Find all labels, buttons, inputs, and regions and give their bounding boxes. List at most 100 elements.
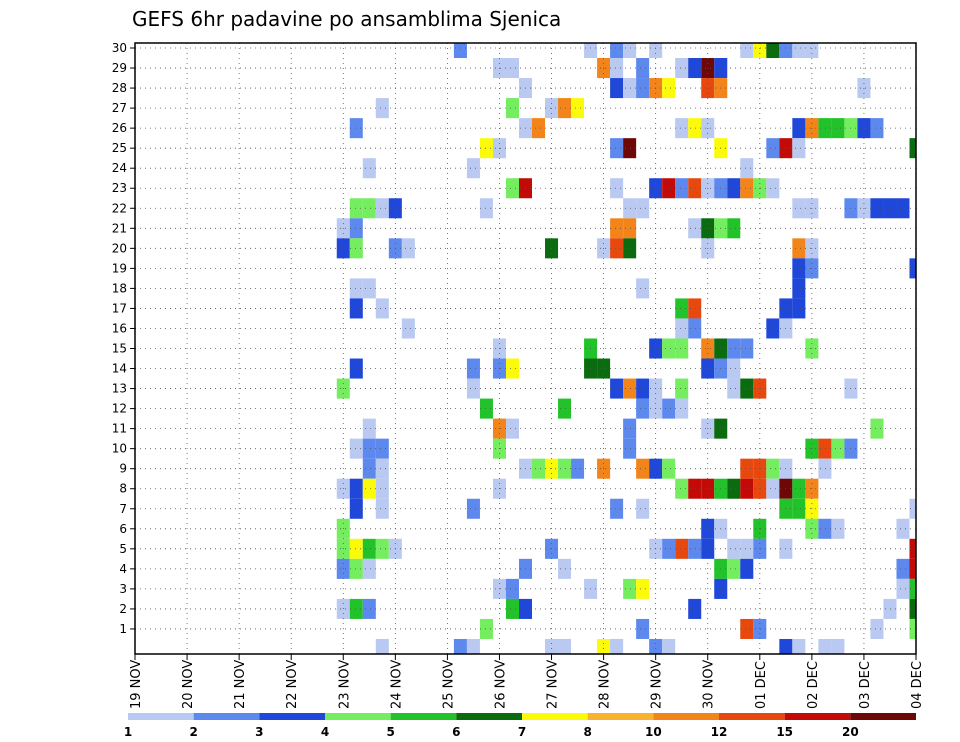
x-tick-label: 25 NOV (441, 660, 456, 709)
heatmap-cell (740, 558, 754, 579)
x-tick-label: 22 NOV (285, 660, 300, 709)
x-tick-label: 02 DEC (806, 661, 821, 709)
heatmap-cell (675, 398, 689, 419)
heatmap-cell (466, 638, 480, 654)
heatmap-cell (532, 458, 546, 479)
heatmap-cell (909, 558, 916, 579)
heatmap-cell (727, 558, 741, 579)
heatmap-cell (349, 118, 363, 139)
x-tick-label: 23 NOV (337, 660, 352, 709)
heatmap-cell (362, 418, 376, 439)
heatmap-cell (675, 298, 689, 319)
heatmap-cell (896, 578, 910, 599)
heatmap-cell (792, 258, 806, 279)
heatmap-cell (610, 43, 624, 59)
heatmap-cell (349, 598, 363, 619)
x-tick-label: 30 NOV (702, 660, 717, 709)
heatmap-cell (688, 118, 702, 139)
heatmap-cell (818, 438, 832, 459)
heatmap-cell (362, 158, 376, 179)
heatmap-cell (362, 478, 376, 499)
legend-label: 12 (711, 725, 728, 739)
heatmap-cell (636, 78, 650, 99)
heatmap-cell (896, 558, 910, 579)
heatmap-cell (479, 398, 493, 419)
legend-swatch (522, 713, 588, 720)
x-tick-label: 20 NOV (181, 660, 196, 709)
heatmap-cell (675, 478, 689, 499)
heatmap-cell (870, 618, 884, 639)
heatmap-cell (636, 618, 650, 639)
legend-swatch (390, 713, 457, 720)
y-tick-label: 3 (119, 582, 127, 596)
y-tick-label: 29 (112, 61, 127, 75)
heatmap-cell (662, 538, 676, 559)
heatmap-cell (375, 638, 389, 654)
heatmap-cell (558, 558, 572, 579)
heatmap-cell (688, 178, 702, 199)
heatmap-cell (792, 118, 806, 139)
heatmap-cell (675, 338, 689, 359)
heatmap-cell (636, 458, 650, 479)
legend-label: 10 (645, 725, 662, 739)
heatmap-cell (623, 378, 637, 399)
heatmap-cell (675, 178, 689, 199)
y-tick-label: 24 (112, 161, 127, 175)
heatmap-cell (545, 638, 559, 654)
legend-swatch (719, 713, 785, 720)
heatmap-cell (636, 278, 650, 299)
y-tick-label: 9 (119, 462, 127, 476)
heatmap-cell (610, 638, 624, 654)
heatmap-cell (727, 378, 741, 399)
y-tick-label: 28 (112, 81, 127, 95)
heatmap-cell (792, 138, 806, 159)
heatmap-cell (349, 538, 363, 559)
heatmap-cell (375, 98, 389, 119)
y-tick-label: 27 (112, 101, 127, 115)
heatmap-cell (505, 58, 519, 79)
heatmap-cell (688, 318, 702, 339)
heatmap-cell (675, 538, 689, 559)
heatmap-cell (349, 298, 363, 319)
x-axis-ticks: 19 NOV 20 NOV 21 NOV 22 NOV 23 NOV 24 NOV 25 N… (129, 654, 925, 709)
heatmap-cell (362, 278, 376, 299)
heatmap-cell (896, 198, 910, 219)
heatmap-cell (597, 638, 611, 654)
y-tick-label: 17 (112, 301, 127, 315)
x-tick-label: 04 DEC (910, 661, 925, 709)
y-tick-label: 18 (112, 281, 127, 295)
heatmap-cell (740, 378, 754, 399)
heatmap-cell (362, 198, 376, 219)
heatmap-cell (766, 43, 780, 59)
legend-swatch (325, 713, 391, 720)
heatmap-cell (688, 218, 702, 239)
legend-label: 5 (386, 725, 394, 739)
heatmap-cell (792, 198, 806, 219)
heatmap-cell (349, 358, 363, 379)
heatmap-cell (649, 43, 663, 59)
x-tick-label: 28 NOV (598, 660, 613, 709)
heatmap-cell (740, 338, 754, 359)
x-tick-label: 26 NOV (493, 660, 508, 709)
heatmap-cell (610, 498, 624, 519)
heatmap-cell (505, 178, 519, 199)
heatmap-cell (909, 258, 916, 279)
legend-swatch (784, 713, 851, 720)
heatmap-cell (623, 218, 637, 239)
heatmap-cell (362, 538, 376, 559)
heatmap-cell (623, 238, 637, 259)
heatmap-cell (636, 378, 650, 399)
heatmap-cell (688, 298, 702, 319)
legend-swatch (587, 713, 654, 720)
heatmap-cell (727, 538, 741, 559)
y-tick-label: 11 (112, 422, 127, 436)
heatmap-cell (662, 638, 676, 654)
heatmap-cell (349, 438, 363, 459)
heatmap-cell (675, 318, 689, 339)
heatmap-cell (349, 218, 363, 239)
heatmap-cell (792, 498, 806, 519)
heatmap-cell (688, 598, 702, 619)
heatmap-cell (362, 458, 376, 479)
y-tick-label: 16 (112, 321, 127, 335)
